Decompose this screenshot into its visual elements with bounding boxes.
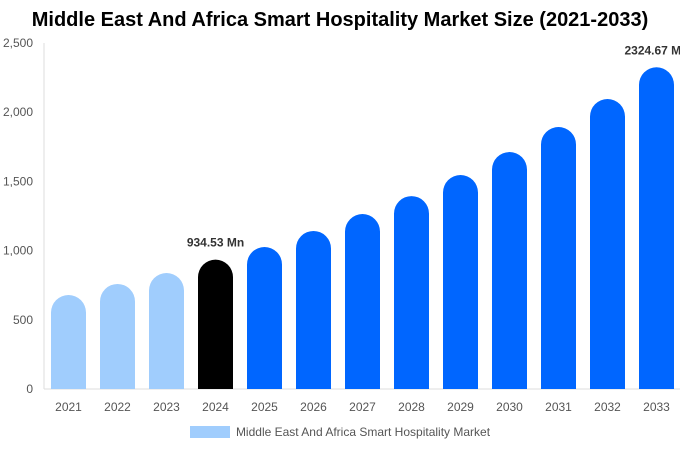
bar-2032 — [590, 99, 625, 389]
bar-2031 — [541, 127, 576, 390]
chart-title: Middle East And Africa Smart Hospitality… — [31, 9, 649, 31]
x-tick-label: 2021 — [55, 400, 82, 414]
x-tick-label: 2026 — [300, 400, 327, 414]
bar-2025 — [247, 247, 282, 389]
x-tick-label: 2023 — [153, 400, 180, 414]
bar-2027 — [345, 214, 380, 389]
y-tick-label: 500 — [13, 313, 33, 327]
x-tick-label: 2031 — [545, 400, 572, 414]
x-tick-label: 2024 — [202, 400, 229, 414]
data-label-2024: 934.53 Mn — [187, 236, 244, 250]
x-tick-label: 2033 — [643, 400, 670, 414]
y-tick-label: 0 — [26, 382, 33, 396]
legend-swatch — [189, 426, 230, 438]
x-tick-label: 2028 — [398, 400, 425, 414]
bar-2028 — [394, 196, 429, 389]
bar-2022 — [100, 283, 135, 389]
y-tick-label: 1,000 — [3, 244, 33, 258]
bar-2021 — [51, 295, 86, 389]
y-tick-label: 2,500 — [3, 36, 33, 50]
x-tick-label: 2022 — [104, 400, 131, 414]
x-tick-label: 2025 — [251, 400, 278, 414]
bar-2023 — [149, 273, 184, 389]
bar-2026 — [296, 230, 331, 389]
bar-2030 — [492, 152, 527, 389]
x-tick-label: 2032 — [594, 400, 621, 414]
data-label-2033: 2324.67 Mn — [624, 43, 680, 57]
bar-2024 — [198, 259, 233, 389]
legend-label: Middle East And Africa Smart Hospitality… — [235, 425, 491, 439]
x-tick-label: 2030 — [496, 400, 523, 414]
x-tick-label: 2027 — [349, 400, 376, 414]
legend: Middle East And Africa Smart Hospitality… — [0, 425, 680, 439]
y-tick-label: 2,000 — [3, 105, 33, 119]
bar-2029 — [443, 175, 478, 389]
bar-2033 — [639, 67, 674, 389]
y-tick-label: 1,500 — [3, 174, 33, 188]
x-tick-label: 2029 — [447, 400, 474, 414]
